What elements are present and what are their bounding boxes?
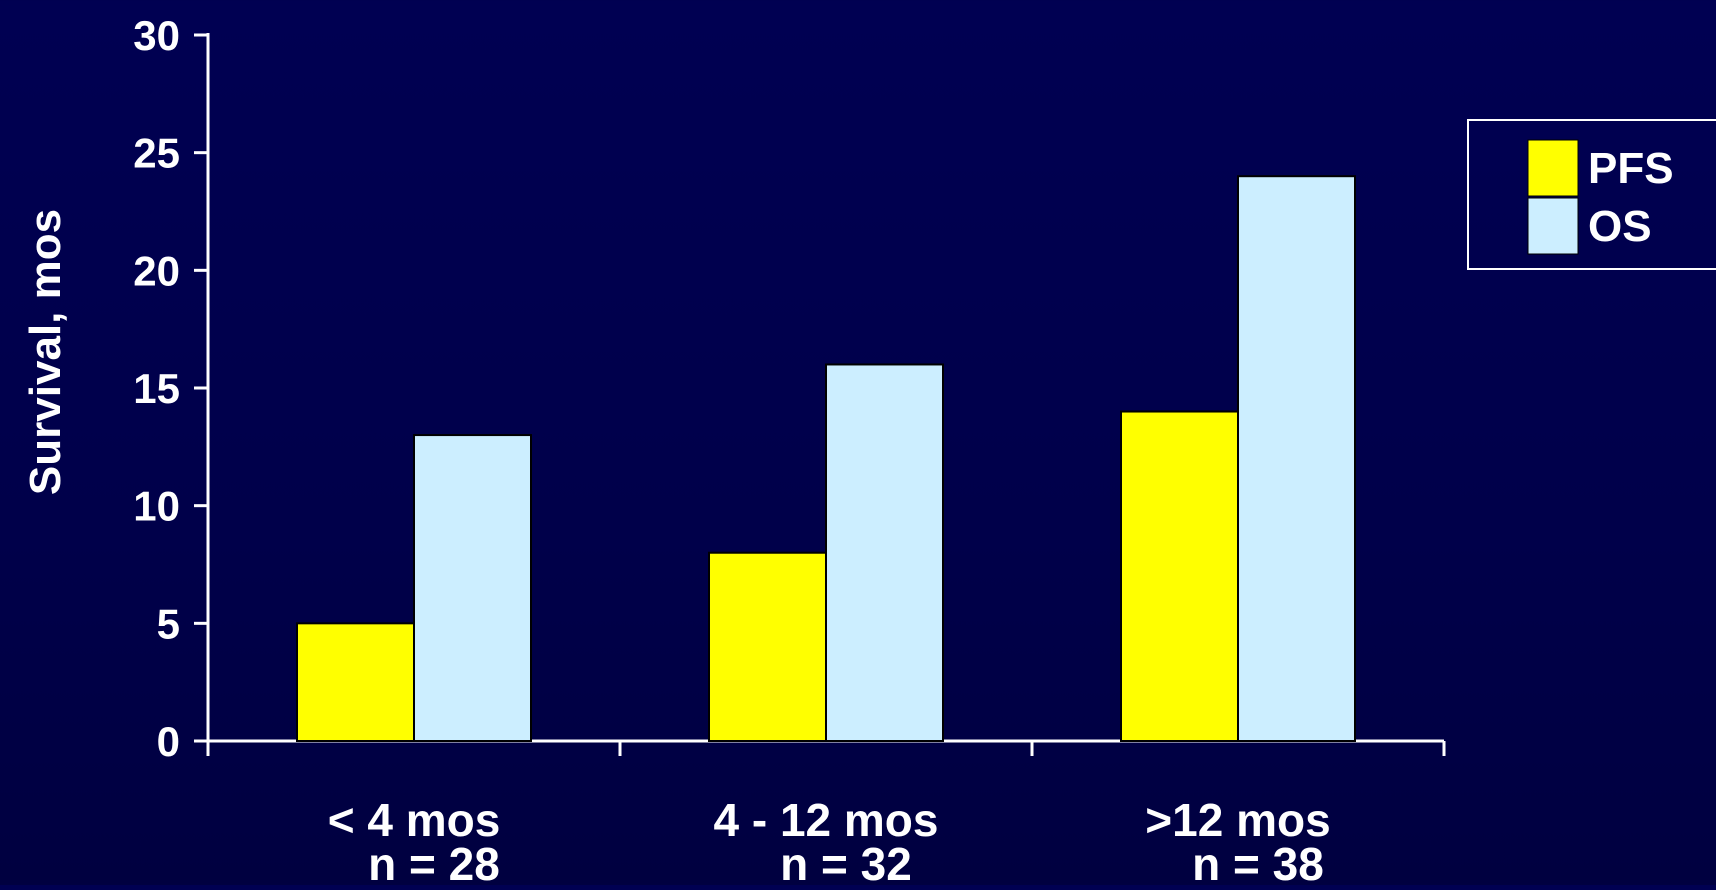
bar-pfs (708, 551, 827, 742)
bars (296, 175, 1356, 742)
y-axis-label: Survival, mos (21, 209, 70, 495)
legend-swatch-pfs (1527, 139, 1579, 197)
y-tick-label: 0 (157, 718, 180, 765)
legend-label-os: OS (1588, 202, 1652, 251)
x-category-sublabel: n = 38 (1192, 838, 1324, 885)
y-tick-label: 15 (133, 365, 180, 412)
bar-pfs (1120, 410, 1239, 742)
y-axis-label-group: Survival, mos (21, 209, 70, 495)
y-tick-label: 30 (133, 12, 180, 59)
legend-box (1467, 119, 1716, 270)
bar-os (1237, 175, 1356, 742)
bar-os (825, 363, 944, 742)
x-category-label: < 4 mos (328, 794, 501, 846)
bar-os (413, 434, 532, 742)
x-category-sublabel: n = 28 (368, 838, 500, 885)
x-category-sublabel: n = 32 (780, 838, 912, 885)
x-category-label: >12 mos (1145, 794, 1330, 846)
legend-label-pfs: PFS (1588, 144, 1674, 193)
x-category-label: 4 - 12 mos (714, 794, 939, 846)
y-tick-label: 10 (133, 483, 180, 530)
y-tick-label: 5 (157, 600, 180, 647)
y-tick-label: 20 (133, 247, 180, 294)
bar-pfs (296, 622, 415, 742)
legend: PFS OS (1467, 119, 1716, 270)
y-tick-label: 25 (133, 130, 180, 177)
legend-swatch-os (1527, 197, 1579, 255)
